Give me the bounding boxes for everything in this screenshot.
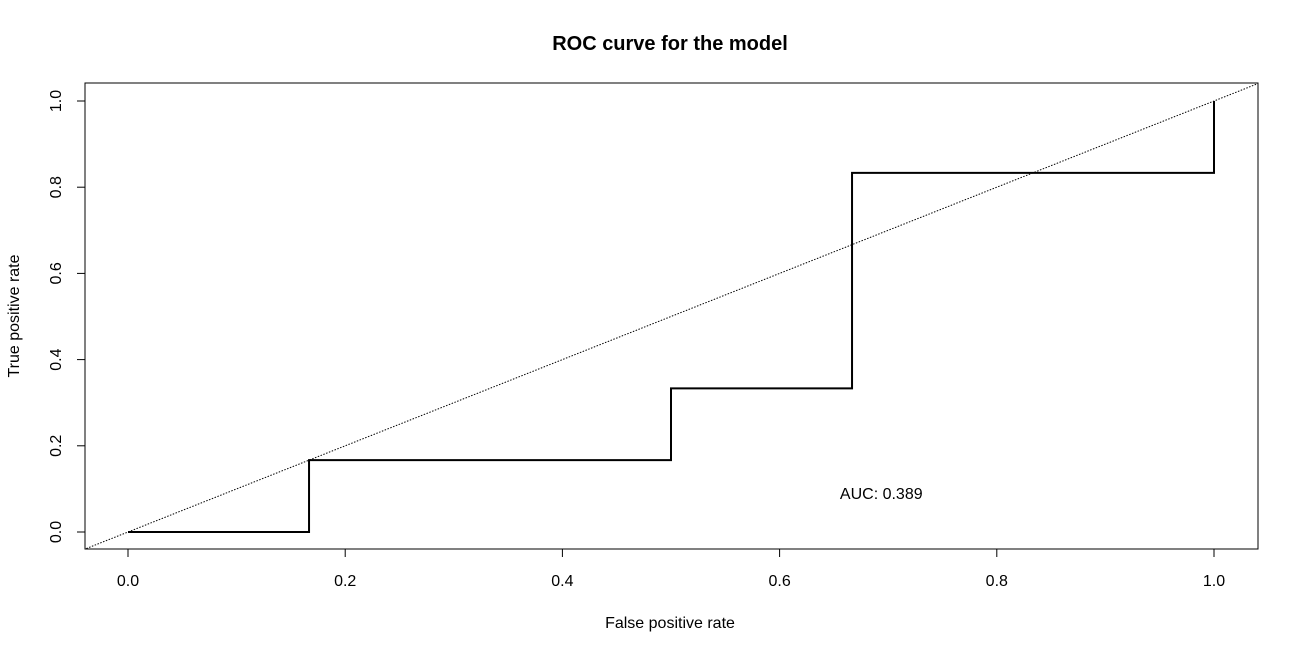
x-tick-label: 1.0 — [1203, 573, 1225, 590]
y-tick-label: 0.8 — [48, 176, 65, 198]
y-tick-label: 1.0 — [48, 90, 65, 112]
y-tick-label: 0.6 — [48, 262, 65, 284]
chart-title: ROC curve for the model — [552, 33, 788, 55]
y-tick-label: 0.4 — [48, 348, 65, 370]
auc-annotation: AUC: 0.389 — [840, 486, 923, 503]
x-axis: 0.0 0.2 0.4 0.6 0.8 1.0 — [117, 548, 1225, 590]
x-tick-label: 0.2 — [334, 573, 356, 590]
y-axis: 0.0 0.2 0.4 0.6 0.8 1.0 — [48, 90, 86, 543]
x-axis-label: False positive rate — [605, 615, 735, 632]
reference-layer — [85, 83, 1258, 549]
roc-curve-0 — [128, 101, 1215, 533]
y-tick-label: 0.0 — [48, 521, 65, 543]
x-tick-label: 0.4 — [551, 573, 573, 590]
y-axis-label: True positive rate — [6, 254, 23, 377]
x-tick-label: 0.0 — [117, 573, 139, 590]
reference-diagonal — [85, 83, 1258, 549]
series-layer — [128, 101, 1215, 533]
y-tick-label: 0.2 — [48, 435, 65, 457]
x-tick-label: 0.6 — [768, 573, 790, 590]
x-tick-label: 0.8 — [986, 573, 1008, 590]
